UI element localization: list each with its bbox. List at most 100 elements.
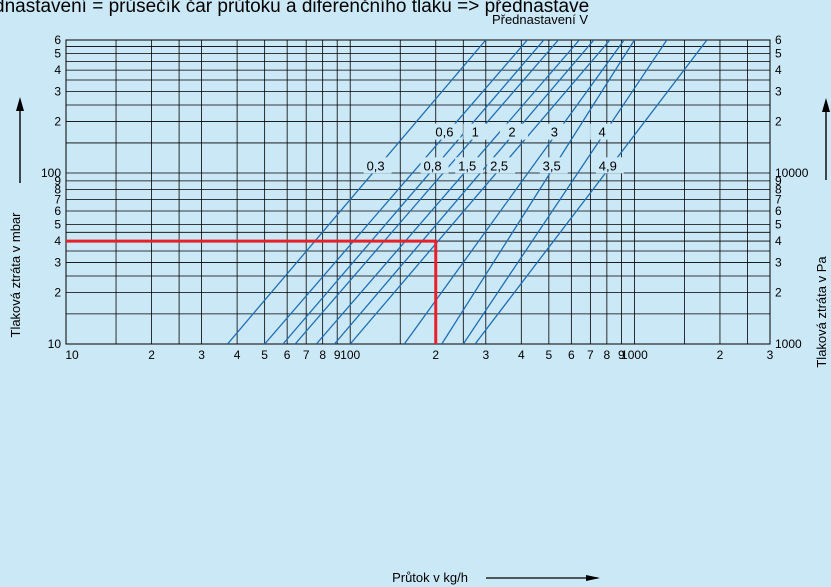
x-tick-label: 3 [198, 348, 205, 362]
y-tick-label-right: 8 [775, 183, 782, 197]
y-axis-title-left: Tlaková ztráta v mbar [8, 212, 23, 338]
x-tick-label: 10 [65, 348, 79, 362]
y-tick-label-left: 3 [54, 255, 61, 269]
series-label-bg [542, 123, 571, 140]
x-tick-label: 9 [618, 348, 625, 362]
series-line [349, 40, 611, 344]
series-label-bg [463, 123, 492, 140]
series-label: 3,5 [543, 158, 561, 173]
x-tick-label: 8 [319, 348, 326, 362]
y-tick-label-right: 7 [775, 193, 782, 207]
y-tick-label-right: 4 [775, 63, 782, 77]
y-tick-label-right: 4 [775, 234, 782, 248]
series-line [282, 40, 545, 344]
chart-title: Přednastavení V [492, 12, 588, 27]
y-tick-label-left: 5 [54, 47, 61, 61]
series-label-bg [487, 157, 516, 174]
y-tick-label-left: 7 [54, 193, 61, 207]
x-tick-label: 2 [717, 348, 724, 362]
y-tick-label-left: 10 [48, 337, 62, 351]
x-tick-label: 7 [303, 348, 310, 362]
grid [66, 40, 770, 344]
x-axis-arrowhead [586, 575, 600, 581]
series-label: 1,5 [458, 158, 476, 173]
series-label: 0,8 [424, 158, 442, 173]
y-tick-label-right: 6 [775, 33, 782, 47]
series-label: 1 [472, 125, 479, 140]
series-label-bg [363, 157, 392, 174]
x-axis-title: Průtok v kg/h [392, 570, 468, 585]
x-tick-label: 2 [148, 348, 155, 362]
y-axis-arrowhead-left [16, 97, 24, 111]
y-tick-label-left: 4 [54, 63, 61, 77]
x-tick-label: 9 [334, 348, 341, 362]
y-tick-label-right: 9 [775, 174, 782, 188]
series-label: 0,6 [435, 125, 453, 140]
series-label-bg [455, 157, 484, 174]
series-label-bg [590, 123, 619, 140]
y-tick-label-right: 2 [775, 115, 782, 129]
series-labels: 0,3 0,6 0,8 1 1,5 2 2,5 3 3,5 4 4,9 [363, 123, 624, 174]
series-label-bg [420, 157, 449, 174]
y-tick-label-left: 9 [54, 174, 61, 188]
series-label: 4 [598, 125, 605, 140]
y-tick-label-left: 2 [54, 115, 61, 129]
y-tick-label-left: 6 [54, 33, 61, 47]
series-line [294, 40, 559, 344]
series-label: 0,3 [367, 158, 385, 173]
series-label-bg [539, 157, 568, 174]
y-tick-label-right: 3 [775, 255, 782, 269]
x-tick-label: 6 [568, 348, 575, 362]
x-tick-label: 3 [482, 348, 489, 362]
x-tick-label: 4 [234, 348, 241, 362]
series-lines [226, 40, 708, 344]
x-tick-label: 4 [518, 348, 525, 362]
x-tick-label: 5 [261, 348, 268, 362]
series-label: 2,5 [490, 158, 508, 173]
plot-frame [65, 39, 771, 345]
series-label: 3 [551, 125, 558, 140]
series-label-bg [595, 157, 624, 174]
y-tick-label-right: 6 [775, 204, 782, 218]
example-reading [66, 239, 438, 344]
series-label-bg [432, 123, 461, 140]
y-tick-label-right: 1000 [775, 337, 802, 351]
y-tick-label-right: 5 [775, 47, 782, 61]
x-tick-label: 100 [340, 348, 360, 362]
y-tick-label-left: 4 [54, 234, 61, 248]
series-line [474, 40, 708, 344]
series-line [315, 40, 580, 344]
series-line [403, 40, 625, 344]
series-line [462, 40, 668, 344]
x-tick-label: 5 [546, 348, 553, 362]
y-tick-label-left: 8 [54, 183, 61, 197]
series-label-bg [499, 123, 528, 140]
y-tick-label-right: 5 [775, 218, 782, 232]
header-text: dnastavení = průsečík čar průtoku a dife… [0, 0, 589, 17]
series-line [226, 40, 487, 344]
y-tick-label-left: 100 [41, 166, 61, 180]
y-tick-label-left: 3 [54, 84, 61, 98]
series-line [264, 40, 528, 344]
y-tick-label-left: 5 [54, 218, 61, 232]
x-tick-label: 1000 [621, 348, 648, 362]
example-path [66, 239, 438, 344]
x-tick-label: 8 [604, 348, 611, 362]
y-tick-label-right: 2 [775, 286, 782, 300]
x-tick-label: 7 [587, 348, 594, 362]
y-axis-title-right: Tlaková ztráta v Pa [814, 256, 829, 368]
x-tick-label: 3 [767, 348, 774, 362]
series-label: 2 [508, 125, 515, 140]
y-tick-label-right: 10000 [775, 166, 809, 180]
y-tick-label-right: 3 [775, 84, 782, 98]
series-line [333, 40, 595, 344]
x-tick-label: 2 [432, 348, 439, 362]
y-tick-label-left: 6 [54, 204, 61, 218]
x-tick-label: 6 [284, 348, 291, 362]
y-axis-arrowhead-right [822, 98, 830, 112]
series-line [441, 40, 635, 344]
series-label: 4,9 [599, 158, 617, 173]
